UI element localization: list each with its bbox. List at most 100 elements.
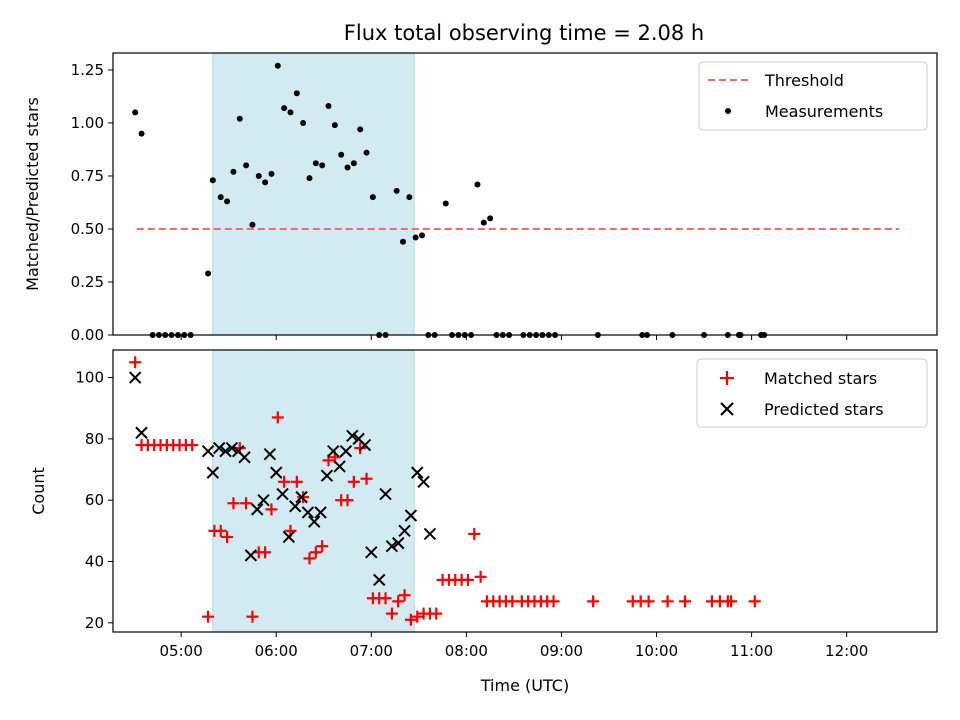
matched-star-point — [129, 356, 142, 369]
measurement-point — [487, 215, 494, 222]
count-legend: Matched stars Predicted stars — [696, 358, 928, 428]
matched-star-point — [341, 494, 354, 507]
predicted-star-point — [250, 503, 264, 516]
count-panel: 20 40 60 80 100 05:00 06:00 07:00 08:00 09:00 10:… — [29, 349, 938, 695]
predicted-star-point — [289, 500, 302, 513]
measurement-point — [138, 130, 145, 137]
measurement-point — [331, 122, 338, 129]
predicted-star-point — [358, 438, 372, 452]
count-y-axis-label: Count — [29, 467, 48, 515]
predicted-star-point — [365, 546, 378, 559]
measurement-point — [209, 177, 216, 184]
measurement-point — [281, 105, 288, 112]
matched-star-point — [214, 524, 227, 537]
matched-star-point — [748, 595, 761, 608]
chart-title: Flux total observing time = 2.08 h — [344, 21, 704, 45]
measurement-point — [230, 168, 237, 175]
count-y-tick-label: 60 — [85, 491, 104, 509]
predicted-star-point — [301, 506, 315, 519]
ratio-y-tick-label: 0.50 — [71, 220, 104, 238]
measurement-point — [249, 221, 256, 228]
matched-star-point — [202, 610, 215, 623]
count-y-tick-label: 80 — [85, 430, 104, 448]
predicted-star-point — [308, 515, 321, 528]
matched-star-point — [587, 595, 600, 608]
measurement-point — [262, 179, 269, 186]
count-x-tick-label: 11:00 — [730, 642, 773, 660]
measurement-point — [293, 90, 300, 97]
matched-star-point — [265, 503, 278, 516]
matched-star-point — [661, 595, 674, 608]
measurement-point — [480, 219, 487, 226]
measurement-point — [363, 149, 370, 156]
predicted-star-point — [339, 444, 353, 458]
count-x-ticks: 05:00 06:00 07:00 08:00 09:00 10:00 11:00 12:00 — [160, 632, 868, 660]
matched-star-points — [129, 356, 761, 626]
measurement-point — [399, 238, 406, 245]
matched-star-point — [221, 530, 234, 543]
matched-star-point — [278, 475, 291, 488]
matched-star-point — [642, 595, 655, 608]
matched-star-point — [227, 497, 240, 510]
measurement-point — [338, 151, 345, 158]
legend-threshold-label: Threshold — [764, 71, 844, 90]
matched-star-point — [392, 595, 405, 608]
predicted-star-point — [314, 506, 327, 519]
matched-star-point — [679, 595, 692, 608]
ratio-y-tick-label: 1.00 — [71, 114, 104, 132]
measurement-point — [312, 160, 319, 167]
predicted-star-point — [379, 487, 392, 501]
ratio-y-axis-label: Matched/Predicted stars — [23, 97, 42, 291]
predicted-star-point — [327, 444, 340, 458]
predicted-star-point — [423, 527, 437, 541]
matched-star-point — [385, 607, 398, 620]
ratio-y-tick-label: 0.75 — [71, 167, 104, 185]
predicted-star-point — [373, 573, 386, 587]
measurement-point — [474, 181, 481, 188]
predicted-star-point — [244, 549, 258, 562]
measurement-point — [224, 198, 231, 205]
count-y-tick-label: 40 — [85, 553, 104, 571]
predicted-star-point — [404, 509, 418, 522]
legend-predicted-swatch — [720, 402, 734, 416]
predicted-star-point — [270, 466, 283, 479]
measurement-point — [344, 164, 351, 171]
measurement-point — [300, 119, 307, 126]
predicted-star-point — [385, 539, 399, 553]
measurement-point — [406, 194, 413, 201]
predicted-star-point — [263, 448, 277, 461]
count-x-tick-label: 07:00 — [350, 642, 393, 660]
predicted-star-point — [282, 530, 296, 544]
count-legend-box — [696, 358, 928, 428]
count-plot-frame — [112, 349, 938, 633]
predicted-star-point — [333, 460, 346, 473]
predicted-star-point — [392, 536, 405, 550]
matched-star-point — [259, 546, 272, 559]
measurement-point — [217, 194, 224, 201]
count-x-tick-label: 10:00 — [635, 642, 678, 660]
predicted-star-point — [295, 490, 308, 504]
measurement-point — [393, 187, 400, 194]
ratio-panel: 0.00 0.25 0.50 0.75 1.00 1.25 Matched/Predict… — [23, 52, 938, 344]
ratio-legend-box — [698, 61, 928, 131]
matched-star-point — [411, 610, 424, 623]
predicted-star-point — [206, 466, 220, 479]
predicted-star-points — [128, 371, 437, 587]
matched-star-point — [360, 472, 373, 485]
observing-window-shade-top — [212, 52, 415, 336]
count-x-tick-label: 05:00 — [160, 642, 203, 660]
matched-star-point — [316, 540, 329, 553]
measurement-point — [255, 172, 262, 179]
matched-star-point — [246, 610, 259, 623]
measurement-point — [325, 103, 332, 110]
matched-star-point — [271, 411, 284, 424]
count-x-tick-label: 08:00 — [445, 642, 488, 660]
count-x-tick-label: 12:00 — [825, 642, 868, 660]
matched-star-point — [474, 570, 487, 583]
matched-star-point — [430, 607, 443, 620]
matched-star-point — [354, 442, 367, 455]
predicted-star-point — [225, 441, 239, 455]
measurement-point — [287, 109, 294, 116]
measurement-point — [412, 234, 419, 241]
ratio-y-tick-label: 0.00 — [71, 326, 104, 344]
